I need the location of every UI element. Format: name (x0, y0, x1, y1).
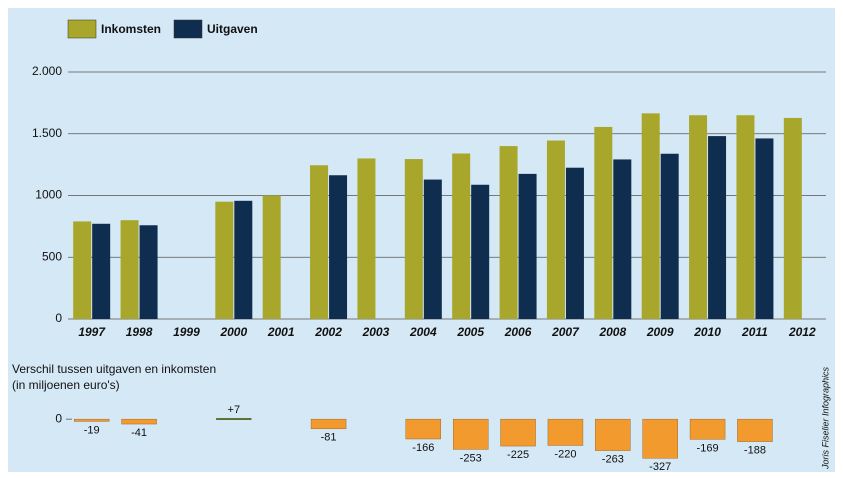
x-tick-label: 2006 (504, 325, 532, 339)
bar (405, 418, 442, 440)
value-label: +7 (228, 404, 241, 416)
value-label: -81 (321, 432, 337, 444)
value-label: -220 (554, 448, 576, 460)
bar (121, 418, 157, 425)
x-tick-label: 2000 (219, 325, 247, 339)
bar (613, 159, 632, 319)
y-tick-label: 0 (55, 411, 62, 425)
bar (783, 117, 802, 319)
x-tick-label: 1998 (126, 325, 153, 339)
bar (423, 179, 442, 319)
value-label: -263 (602, 454, 624, 466)
bar (565, 167, 584, 319)
bar (452, 418, 489, 450)
x-tick-label: 2009 (646, 325, 674, 339)
bar (736, 115, 755, 319)
value-label: -19 (84, 424, 100, 436)
x-tick-label: 2011 (741, 325, 768, 339)
bar (310, 418, 347, 430)
value-label: -225 (507, 449, 529, 461)
y-tick-label: 0 (55, 311, 62, 325)
x-tick-label: 2003 (362, 325, 390, 339)
value-label: -169 (697, 442, 719, 454)
bar (595, 418, 631, 451)
x-tick-label: 2004 (409, 325, 437, 339)
bar (546, 140, 565, 319)
y-tick-label: 500 (42, 249, 62, 263)
x-tick-label: 2008 (598, 325, 626, 339)
bar (120, 220, 139, 319)
x-tick-label: 2010 (693, 325, 721, 339)
bar (660, 153, 679, 319)
diff-subtitle: (in miljoenen euro's) (12, 378, 120, 392)
bar (594, 126, 613, 320)
bar (92, 223, 111, 319)
bar (755, 138, 774, 319)
bar (404, 159, 423, 319)
x-tick-label: 1999 (173, 325, 200, 339)
value-label: -253 (460, 452, 482, 464)
bar (73, 221, 92, 319)
bar (471, 184, 490, 319)
legend-label: Uitgaven (207, 22, 258, 36)
bar (139, 225, 158, 319)
bar (689, 418, 726, 440)
x-tick-label: 2012 (788, 325, 816, 339)
diff-title: Verschil tussen uitgaven en inkomsten (12, 362, 216, 376)
bar (547, 418, 584, 446)
value-label: -188 (744, 445, 766, 457)
bar (689, 115, 708, 319)
bar (737, 418, 773, 442)
bar (357, 158, 376, 319)
bar (329, 175, 348, 319)
legend-label: Inkomsten (101, 22, 161, 36)
value-label: -41 (131, 427, 147, 439)
credit: Joris Fiselier Infographics (820, 366, 830, 470)
bar (708, 136, 727, 319)
bar (262, 195, 281, 319)
y-tick-label: 1.500 (32, 126, 62, 140)
bar (499, 146, 518, 319)
bar (234, 200, 253, 319)
x-tick-label: 2005 (456, 325, 484, 339)
legend-swatch (67, 19, 97, 39)
x-tick-label: 2002 (314, 325, 342, 339)
bar (641, 113, 660, 319)
x-tick-label: 2007 (551, 325, 580, 339)
bar (452, 153, 471, 319)
bar (216, 418, 252, 421)
bar (500, 418, 536, 447)
bar (310, 165, 329, 319)
legend-swatch (173, 19, 203, 39)
x-tick-label: 2001 (267, 325, 295, 339)
y-tick-label: 1000 (35, 188, 62, 202)
value-label: -327 (649, 461, 671, 473)
bar (642, 418, 678, 459)
x-tick-label: 1997 (78, 325, 106, 339)
value-label: -166 (412, 442, 434, 454)
bar (73, 418, 110, 422)
y-tick-label: 2.000 (32, 64, 62, 78)
bar (215, 201, 234, 319)
bar (518, 173, 537, 319)
